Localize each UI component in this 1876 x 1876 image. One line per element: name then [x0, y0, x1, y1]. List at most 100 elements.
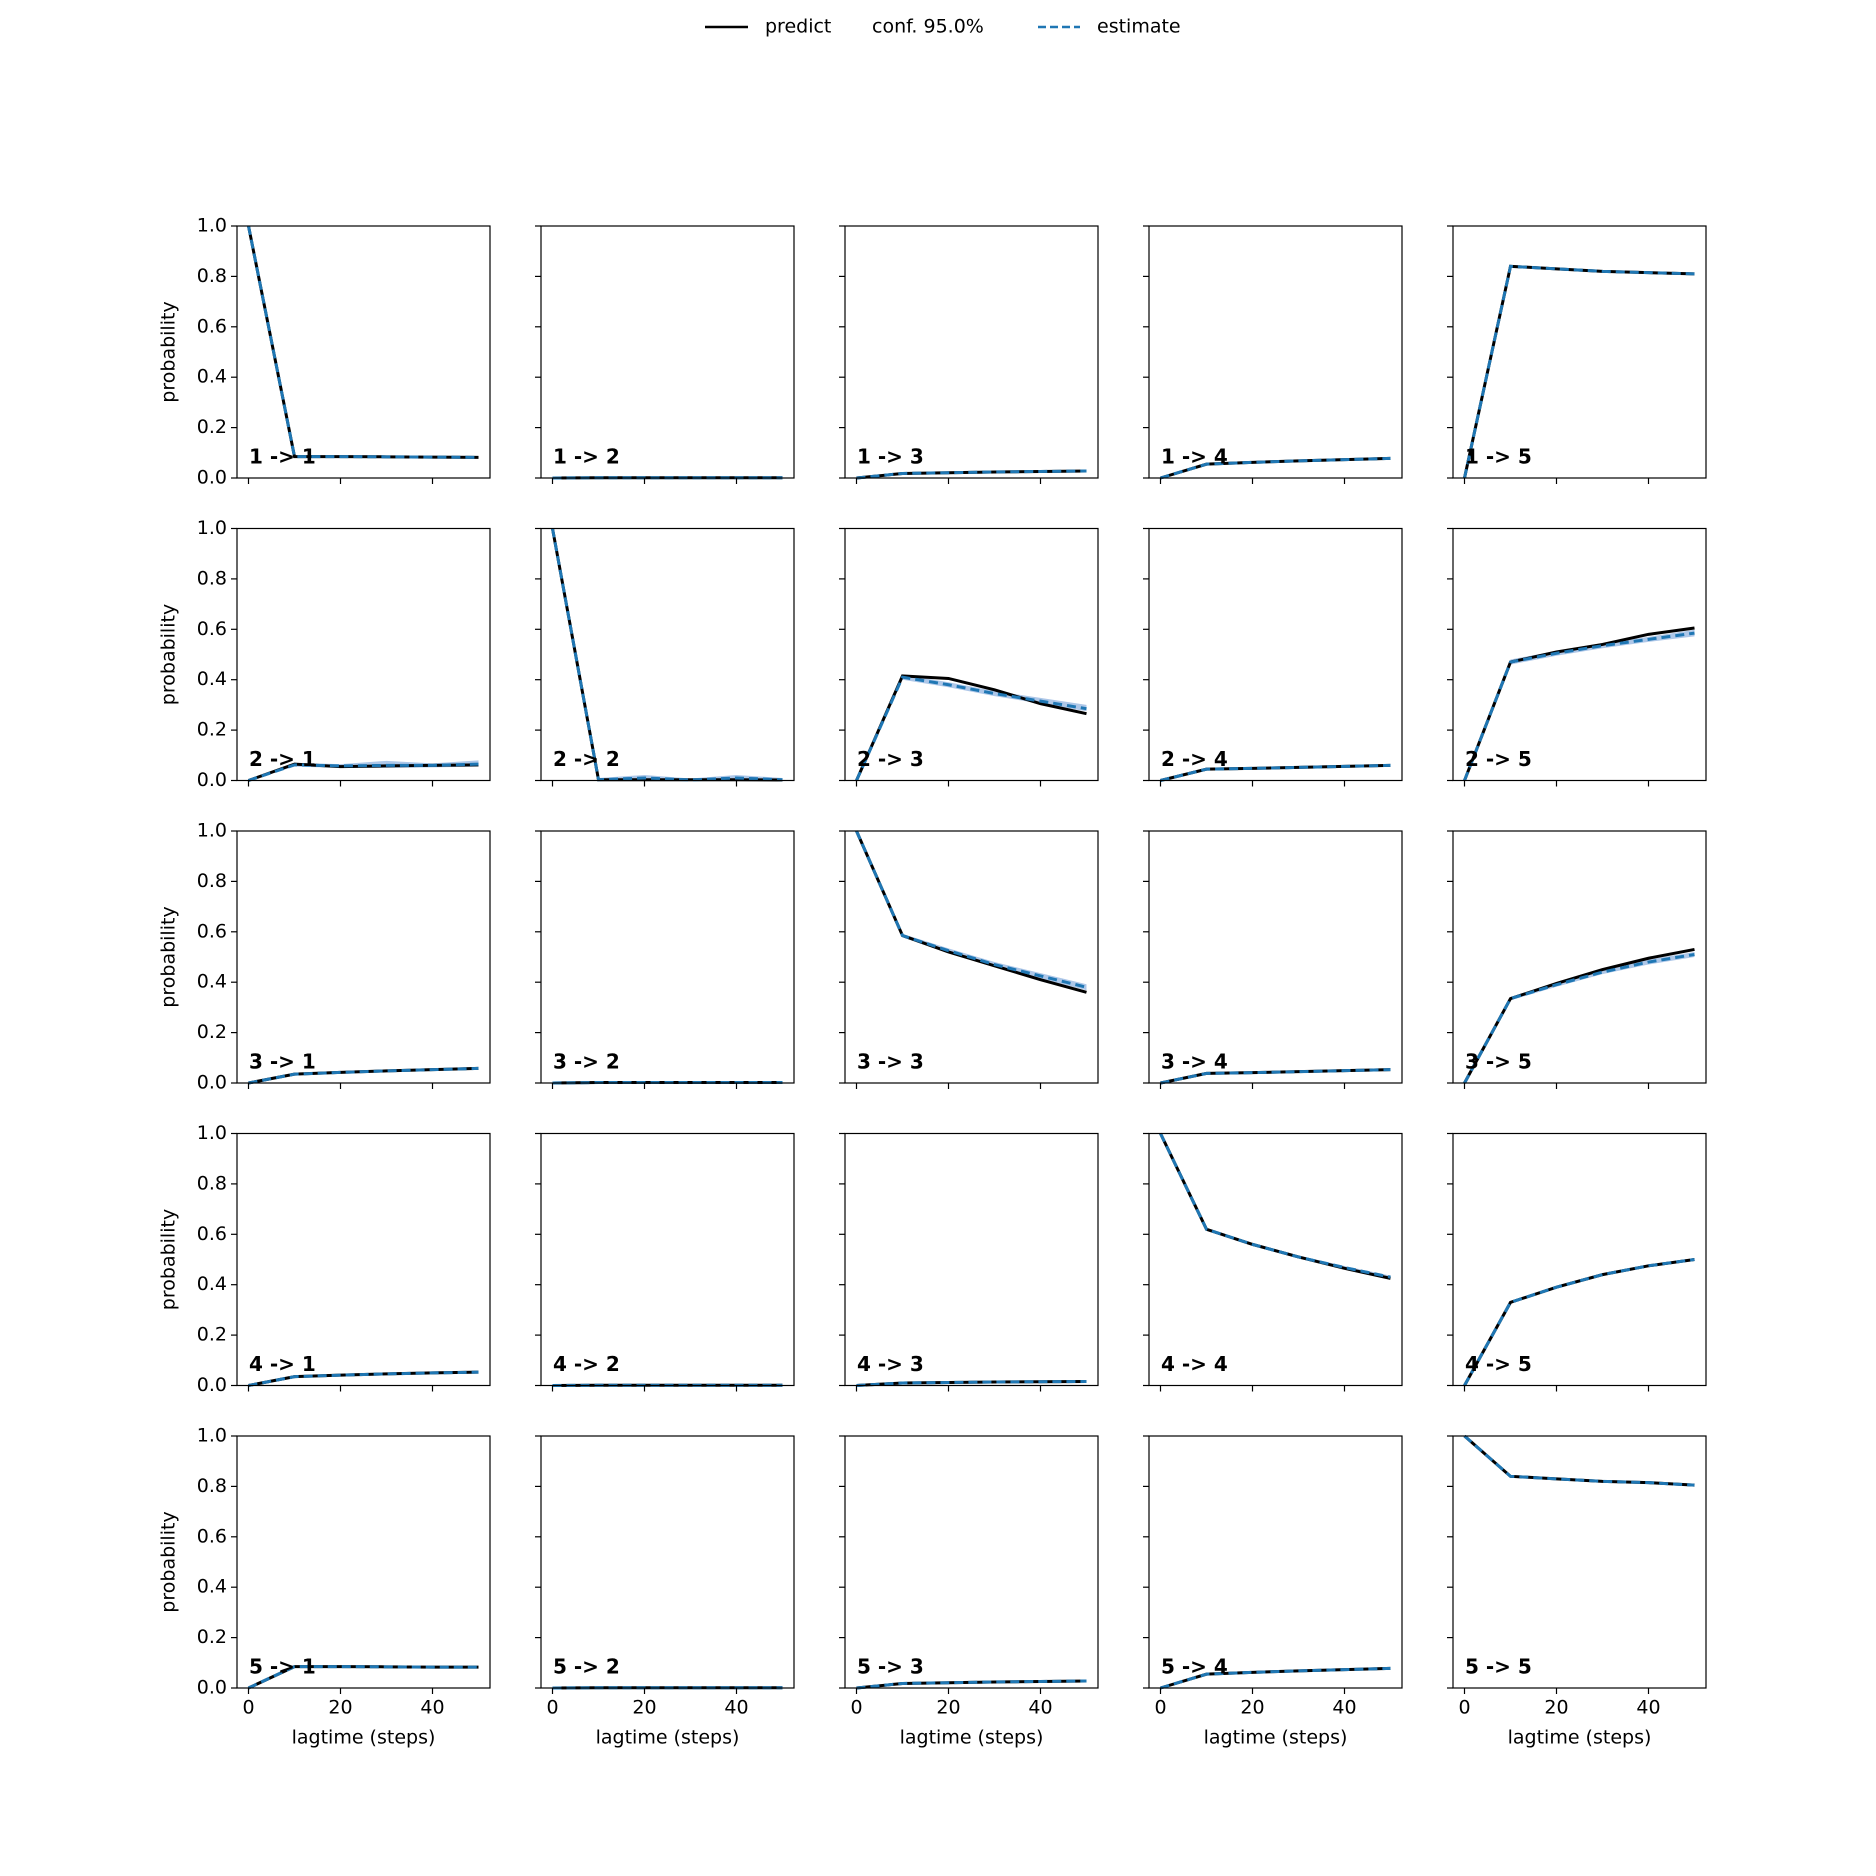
- x-axis-label: lagtime (steps): [292, 1727, 436, 1749]
- panel: 1 -> 3: [839, 225, 1099, 484]
- panel: 1 -> 5: [1447, 225, 1707, 484]
- y-tick-label: 1.0: [197, 517, 227, 539]
- axes-frame: [1452, 225, 1707, 479]
- y-tick-label: 1.0: [197, 1122, 227, 1144]
- predict-line: [1463, 1434, 1695, 1487]
- estimate-line: [1463, 264, 1695, 479]
- y-axis-label: probability: [158, 1209, 180, 1310]
- y-tick-label: 0.4: [197, 971, 227, 993]
- x-tick-label: 0: [1458, 1697, 1470, 1719]
- legend-label: conf. 95.0%: [872, 16, 984, 38]
- panel: 1 -> 2: [535, 225, 795, 484]
- panel: 3 -> 5: [1447, 830, 1707, 1089]
- estimate-line: [1160, 763, 1391, 782]
- y-tick-label: 0.0: [197, 1677, 227, 1699]
- confidence-band: [248, 226, 479, 459]
- panel: 4 -> 3: [839, 1132, 1099, 1392]
- panel: 3 -> 3: [839, 830, 1099, 1089]
- axes-frame: [540, 830, 795, 1084]
- axes-frame: [236, 527, 491, 782]
- y-tick-label: 0.2: [197, 719, 227, 741]
- y-tick-label: 0.0: [197, 1374, 227, 1396]
- estimate-line: [1463, 631, 1695, 782]
- axes-frame: [236, 1132, 491, 1387]
- x-axis-label: lagtime (steps): [596, 1727, 740, 1749]
- y-tick-label: 0.2: [197, 1324, 227, 1346]
- y-axis-label: probability: [158, 604, 180, 705]
- y-tick-label: 0.8: [197, 1475, 227, 1497]
- x-tick-label: 20: [328, 1697, 352, 1719]
- x-axis-label: lagtime (steps): [1204, 1727, 1348, 1749]
- panel: 4 -> 4: [1143, 1132, 1403, 1392]
- estimate-line: [248, 762, 479, 782]
- y-tick-label: 0.0: [197, 1072, 227, 1094]
- axes-frame: [1148, 1435, 1403, 1689]
- axes-frame: [236, 1435, 491, 1689]
- estimate-line: [856, 1379, 1087, 1387]
- legend-label: estimate: [1097, 16, 1181, 38]
- panel: 0 20 40 lagtime (steps) 5 -> 2: [535, 1435, 795, 1749]
- y-tick-label: 0.2: [197, 1021, 227, 1043]
- legend-label: predict: [765, 16, 831, 38]
- axes-frame: [844, 225, 1099, 479]
- panel-title: 4 -> 2: [553, 1352, 620, 1376]
- panel-title: 1 -> 2: [553, 445, 620, 469]
- x-tick-label: 40: [1332, 1697, 1356, 1719]
- panel-title: 4 -> 3: [857, 1352, 924, 1376]
- estimate-line: [856, 469, 1087, 480]
- axes-frame: [1148, 830, 1403, 1084]
- x-axis-label: lagtime (steps): [900, 1727, 1044, 1749]
- axes-frame: [540, 527, 795, 782]
- estimate-line: [248, 1066, 479, 1085]
- axes-frame: [540, 1435, 795, 1689]
- y-tick-label: 0.8: [197, 265, 227, 287]
- axes-frame: [540, 225, 795, 479]
- x-tick-label: 20: [1240, 1697, 1264, 1719]
- y-tick-label: 1.0: [197, 215, 227, 237]
- panel-title: 3 -> 5: [1465, 1050, 1532, 1074]
- panel-title: 4 -> 4: [1161, 1352, 1228, 1376]
- x-tick-label: 40: [1636, 1697, 1660, 1719]
- panel: 0 20 40 lagtime (steps) 5 -> 5: [1447, 1434, 1707, 1749]
- panel: 4 -> 2: [535, 1132, 795, 1392]
- y-tick-label: 0.2: [197, 1626, 227, 1648]
- panel: 2 -> 5: [1447, 527, 1707, 787]
- axes-frame: [844, 1435, 1099, 1689]
- x-tick-label: 40: [1028, 1697, 1052, 1719]
- panel-title: 1 -> 5: [1465, 445, 1532, 469]
- y-tick-label: 0.0: [197, 467, 227, 489]
- panel: 0.0 0.2 0.4 0.6 0.8 1.0 probability 3 -> 1: [158, 820, 491, 1094]
- y-tick-label: 0.6: [197, 315, 227, 337]
- panel: 3 -> 2: [535, 830, 795, 1089]
- axes-frame: [236, 225, 491, 479]
- panel: 2 -> 4: [1143, 527, 1403, 787]
- estimate-line: [1463, 1434, 1695, 1487]
- axes-frame: [1452, 527, 1707, 782]
- estimate-line: [1159, 1132, 1391, 1279]
- axes-frame: [844, 1132, 1099, 1387]
- x-tick-label: 20: [632, 1697, 656, 1719]
- x-tick-label: 0: [546, 1697, 558, 1719]
- axes-frame: [1452, 1132, 1707, 1387]
- panel: 0.0 0.2 0.4 0.6 0.8 1.0 0 20 40 probability lagtim…: [158, 1425, 491, 1749]
- panel-title: 3 -> 2: [553, 1050, 620, 1074]
- y-tick-label: 0.4: [197, 668, 227, 690]
- y-tick-label: 0.4: [197, 1576, 227, 1598]
- estimate-line: [1463, 952, 1695, 1084]
- y-tick-label: 0.6: [197, 1223, 227, 1245]
- estimate-line: [247, 1665, 479, 1690]
- panel-title: 4 -> 1: [249, 1352, 316, 1376]
- estimate-line: [1160, 456, 1391, 480]
- panel-title: 1 -> 1: [249, 445, 316, 469]
- panel: 0 20 40 lagtime (steps) 5 -> 4: [1143, 1435, 1403, 1749]
- y-tick-label: 1.0: [197, 1425, 227, 1447]
- estimate-line: [855, 675, 1087, 782]
- panel-title: 5 -> 5: [1465, 1655, 1532, 1679]
- x-tick-label: 40: [724, 1697, 748, 1719]
- panel-title: 4 -> 5: [1465, 1352, 1532, 1376]
- panel-title: 1 -> 3: [857, 445, 924, 469]
- panel-title: 2 -> 1: [249, 747, 316, 771]
- estimate-line: [855, 830, 1087, 989]
- panel-title: 3 -> 4: [1161, 1050, 1228, 1074]
